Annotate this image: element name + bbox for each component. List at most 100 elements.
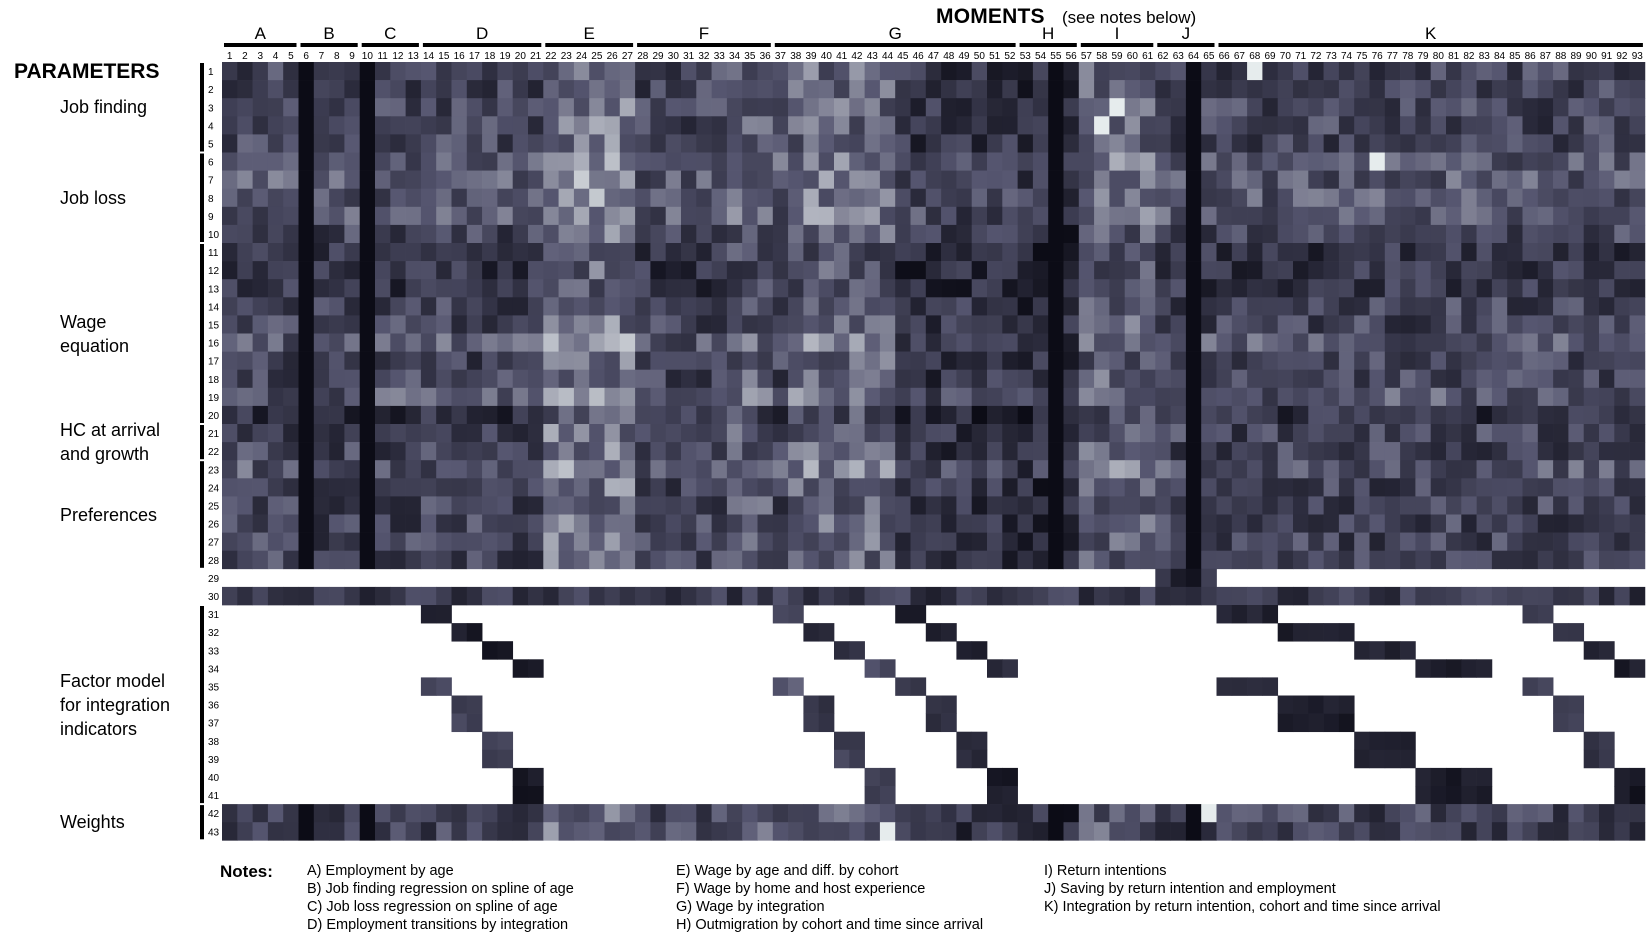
heatmap-cell-r25-c69 [1262,496,1279,515]
heatmap-cell-r20-c2 [237,405,253,425]
heatmap-cell-r12-c8 [329,261,345,280]
heatmap-cell-r27-c44 [879,532,896,552]
heatmap-cell-r14-c63 [1170,297,1187,316]
heatmap-cell-r30-c30 [665,586,682,606]
heatmap-cell-r11-c55 [1048,243,1064,262]
heatmap-cell-r20-c87 [1537,405,1554,425]
heatmap-cell-r16-c34 [726,333,743,352]
heatmap-cell-r30-c2 [237,586,253,606]
y-tick-label-39: 39 [208,755,220,766]
heatmap-cell-r6-c15 [436,152,452,171]
heatmap-cell-r21-c35 [742,424,758,443]
heatmap-cell-r23-c40 [818,460,835,479]
heatmap-cell-r23-c13 [405,460,422,479]
heatmap-cell-r41-c79 [1415,786,1432,805]
heatmap-cell-r25-c44 [879,496,896,515]
heatmap-cell-r16-c35 [742,333,758,352]
heatmap-cell-r23-c52 [1002,460,1018,479]
heatmap-cell-r22-c43 [864,442,881,461]
heatmap-cell-r26-c57 [1078,514,1095,533]
heatmap-cell-r27-c58 [1094,532,1110,552]
heatmap-cell-r23-c73 [1323,460,1340,479]
heatmap-cell-r8-c81 [1446,188,1462,208]
heatmap-cell-r16-c54 [1032,333,1049,352]
heatmap-cell-r9-c64 [1185,206,1202,226]
heatmap-cell-r11-c23 [558,243,575,262]
heatmap-cell-r3-c53 [1017,98,1034,117]
heatmap-cell-r2-c76 [1369,80,1386,99]
heatmap-cell-r28-c93 [1629,550,1646,570]
heatmap-cell-r30-c13 [405,586,422,606]
heatmap-cell-r11-c24 [573,243,590,262]
heatmap-cell-r21-c25 [589,424,605,443]
heatmap-cell-r2-c61 [1140,80,1156,99]
heatmap-cell-r37-c89 [1568,713,1585,733]
heatmap-cell-r15-c31 [681,315,697,334]
heatmap-cell-r11-c49 [956,243,973,262]
heatmap-cell-r17-c11 [375,351,391,371]
heatmap-cell-r18-c35 [742,369,758,389]
heatmap-cell-r43-c5 [283,822,299,841]
x-tick-label-23: 23 [561,51,573,62]
heatmap-cell-r13-c78 [1400,279,1416,298]
heatmap-cell-r21-c73 [1323,424,1340,443]
heatmap-cell-r6-c26 [604,152,621,171]
heatmap-cell-r43-c1 [222,822,238,841]
heatmap-cell-r2-c1 [222,80,238,99]
heatmap-cell-r16-c50 [971,333,988,352]
heatmap-cell-r5-c52 [1002,134,1018,153]
heatmap-cell-r39-c49 [956,749,973,769]
heatmap-cell-r34-c79 [1415,659,1432,678]
heatmap-cell-r9-c48 [941,206,957,226]
heatmap-cell-r9-c17 [466,206,483,226]
heatmap-cell-r43-c23 [558,822,575,841]
x-tick-label-82: 82 [1463,51,1475,62]
heatmap-cell-r11-c46 [910,243,927,262]
heatmap-cell-r1-c75 [1354,62,1370,81]
heatmap-cell-r10-c1 [222,224,238,244]
heatmap-cell-r11-c10 [359,243,376,262]
heatmap-cell-r32-c71 [1293,623,1309,642]
moment-group-label-B: B [323,24,334,43]
heatmap-cell-r25-c71 [1293,496,1309,515]
heatmap-cell-r17-c50 [971,351,988,371]
x-tick-label-65: 65 [1203,51,1215,62]
heatmap-cell-r11-c72 [1308,243,1324,262]
heatmap-cell-r4-c3 [252,116,269,135]
heatmap-cell-r24-c79 [1415,478,1432,497]
heatmap-cell-r35-c15 [436,677,452,696]
heatmap-cell-r28-c49 [956,550,973,570]
heatmap-cell-r3-c62 [1155,98,1171,117]
heatmap-cell-r6-c52 [1002,152,1018,171]
heatmap-cell-r15-c49 [956,315,973,334]
heatmap-cell-r19-c86 [1522,387,1539,407]
heatmap-cell-r17-c18 [482,351,498,371]
heatmap-cell-r20-c4 [267,405,284,425]
x-tick-label-11: 11 [377,51,388,62]
heatmap-cell-r23-c67 [1231,460,1248,479]
parameter-group-label-line: Preferences [60,504,158,525]
heatmap-cell-r42-c79 [1415,804,1432,823]
heatmap-cell-r5-c21 [528,134,544,153]
heatmap-cell-r17-c49 [956,351,973,371]
heatmap-cell-r2-c3 [252,80,269,99]
heatmap-cell-r10-c4 [267,224,284,244]
y-tick-label-20: 20 [208,411,220,422]
heatmap-cell-r20-c55 [1048,405,1064,425]
heatmap-cell-r14-c12 [390,297,406,316]
heatmap-cell-r25-c14 [420,496,437,515]
heatmap-cell-r18-c62 [1155,369,1171,389]
heatmap-cell-r4-c17 [466,116,483,135]
heatmap-cell-r23-c46 [910,460,927,479]
heatmap-cell-r6-c24 [573,152,590,171]
heatmap-cell-r43-c15 [436,822,452,841]
heatmap-cell-r26-c9 [344,514,361,533]
heatmap-cell-r12-c18 [482,261,498,280]
heatmap-cell-r14-c8 [329,297,345,316]
heatmap-cell-r24-c43 [864,478,881,497]
heatmap-cell-r7-c73 [1323,170,1340,190]
heatmap-cell-r24-c51 [987,478,1003,497]
heatmap-cell-r12-c91 [1599,261,1615,280]
heatmap-cell-r18-c45 [895,369,911,389]
heatmap-cell-r12-c29 [650,261,667,280]
